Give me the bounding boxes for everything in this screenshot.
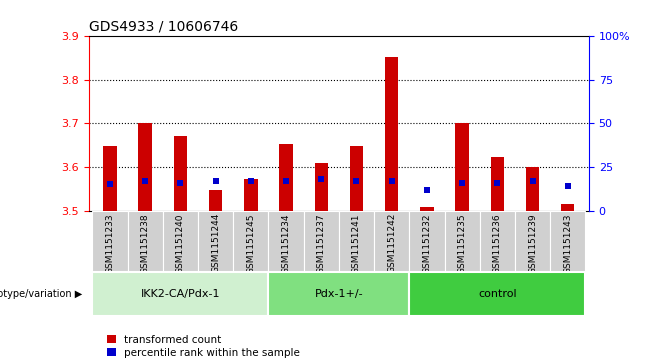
- Bar: [163, 211, 198, 272]
- Bar: [480, 211, 515, 272]
- Text: GSM1151245: GSM1151245: [246, 213, 255, 273]
- Text: GSM1151235: GSM1151235: [457, 213, 467, 274]
- Bar: [409, 272, 586, 316]
- Text: genotype/variation ▶: genotype/variation ▶: [0, 289, 82, 299]
- Text: Pdx-1+/-: Pdx-1+/-: [315, 289, 363, 299]
- Bar: [420, 207, 434, 211]
- Text: GSM1151241: GSM1151241: [352, 213, 361, 273]
- Bar: [385, 57, 398, 211]
- Bar: [233, 211, 268, 272]
- Text: IKK2-CA/Pdx-1: IKK2-CA/Pdx-1: [141, 289, 220, 299]
- Bar: [526, 167, 540, 211]
- Bar: [92, 211, 128, 272]
- Text: GSM1151233: GSM1151233: [105, 213, 114, 274]
- Bar: [515, 211, 550, 272]
- Bar: [268, 211, 303, 272]
- Text: GSM1151244: GSM1151244: [211, 213, 220, 273]
- Text: GSM1151238: GSM1151238: [141, 213, 149, 274]
- Bar: [174, 136, 187, 211]
- Text: GSM1151236: GSM1151236: [493, 213, 502, 274]
- Bar: [491, 158, 504, 211]
- Bar: [244, 179, 257, 211]
- Text: control: control: [478, 289, 517, 299]
- Text: GSM1151237: GSM1151237: [316, 213, 326, 274]
- Bar: [198, 211, 233, 272]
- Bar: [315, 163, 328, 211]
- Bar: [138, 123, 152, 211]
- Text: GSM1151239: GSM1151239: [528, 213, 537, 274]
- Bar: [92, 272, 268, 316]
- Bar: [561, 204, 574, 211]
- Bar: [409, 211, 445, 272]
- Bar: [128, 211, 163, 272]
- Text: GDS4933 / 10606746: GDS4933 / 10606746: [89, 19, 238, 33]
- Text: GSM1151240: GSM1151240: [176, 213, 185, 273]
- Bar: [280, 144, 293, 211]
- Text: GSM1151242: GSM1151242: [387, 213, 396, 273]
- Bar: [209, 189, 222, 211]
- Text: GSM1151243: GSM1151243: [563, 213, 572, 273]
- Bar: [303, 211, 339, 272]
- Bar: [268, 272, 409, 316]
- Bar: [350, 146, 363, 211]
- Text: GSM1151234: GSM1151234: [282, 213, 291, 273]
- Bar: [103, 146, 116, 211]
- Bar: [550, 211, 586, 272]
- Bar: [445, 211, 480, 272]
- Bar: [339, 211, 374, 272]
- Bar: [455, 123, 468, 211]
- Text: GSM1151232: GSM1151232: [422, 213, 432, 273]
- Legend: transformed count, percentile rank within the sample: transformed count, percentile rank withi…: [107, 335, 300, 358]
- Bar: [374, 211, 409, 272]
